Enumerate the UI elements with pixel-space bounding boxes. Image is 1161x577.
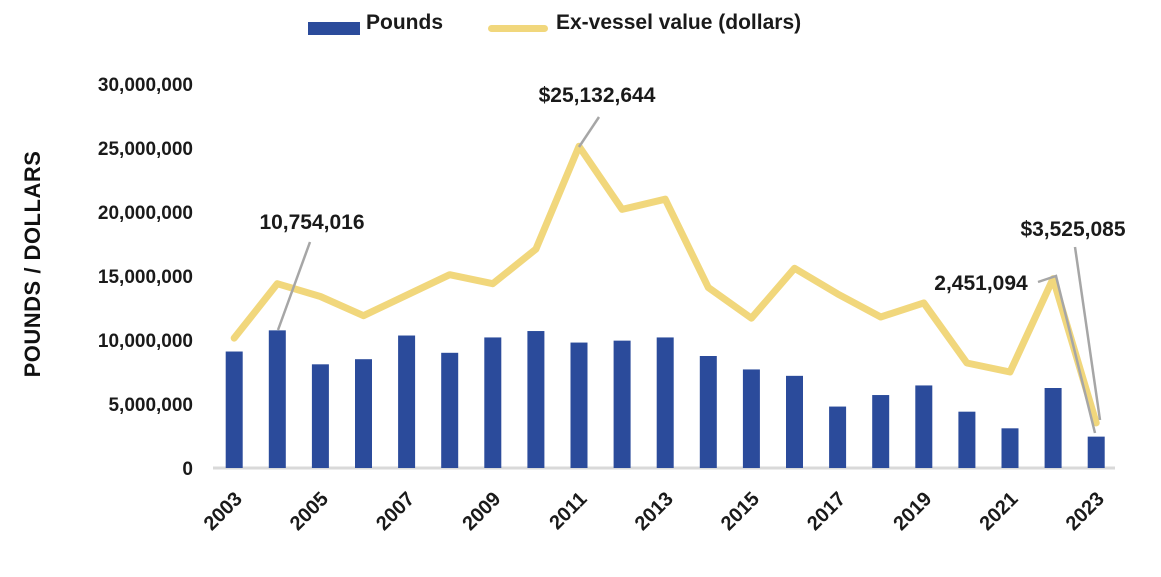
annotation-leader-line bbox=[276, 241, 312, 331]
bar-2019 bbox=[915, 385, 933, 468]
annotation-label: 10,754,016 bbox=[259, 211, 364, 234]
x-tick-label: 2003 bbox=[200, 488, 247, 535]
x-tick-label: 2021 bbox=[976, 488, 1023, 535]
x-tick-label: 2015 bbox=[717, 488, 764, 535]
bar-2008 bbox=[441, 352, 459, 468]
x-tick-label: 2005 bbox=[286, 488, 333, 535]
x-tick-label: 2013 bbox=[631, 488, 678, 535]
annotation-leader-line bbox=[1073, 246, 1102, 421]
y-tick-label: 25,000,000 bbox=[98, 139, 193, 160]
x-tick-label: 2009 bbox=[458, 488, 505, 535]
x-tick-label: 2019 bbox=[889, 488, 936, 535]
bar-2007 bbox=[398, 335, 416, 468]
bar-2022 bbox=[1044, 388, 1062, 468]
bar-2012 bbox=[613, 340, 631, 468]
bar-2023 bbox=[1087, 436, 1105, 468]
pounds-legend-label: Pounds bbox=[366, 11, 443, 34]
x-tick-label: 2007 bbox=[372, 488, 419, 535]
bar-2010 bbox=[527, 331, 545, 468]
ex-vessel-line bbox=[230, 142, 1100, 427]
bar-2003 bbox=[225, 351, 243, 468]
annotation-label: $25,132,644 bbox=[539, 84, 656, 107]
bar-2005 bbox=[311, 364, 329, 468]
ex-vessel-legend-swatch bbox=[488, 25, 548, 32]
bar-2006 bbox=[355, 359, 372, 468]
bar-2020 bbox=[958, 411, 976, 468]
annotation-leader-line bbox=[1037, 274, 1097, 434]
y-tick-label: 10,000,000 bbox=[98, 331, 193, 352]
bar-2009 bbox=[484, 337, 502, 468]
ex-vessel-legend-label: Ex-vessel value (dollars) bbox=[556, 11, 802, 34]
y-tick-label: 0 bbox=[182, 459, 193, 480]
bar-2018 bbox=[872, 395, 890, 468]
y-tick-label: 20,000,000 bbox=[98, 203, 193, 224]
y-axis-title: POUNDS / DOLLARS bbox=[20, 150, 45, 378]
bar-2016 bbox=[786, 375, 803, 468]
bar-2004 bbox=[268, 330, 286, 468]
bar-2015 bbox=[742, 369, 760, 468]
x-tick-label: 2011 bbox=[545, 488, 591, 534]
annotation-label: 2,451,094 bbox=[934, 272, 1028, 295]
x-tick-label: 2017 bbox=[803, 488, 850, 535]
annotation-label: $3,525,085 bbox=[1020, 218, 1125, 241]
bar-2021 bbox=[1001, 428, 1019, 468]
bar-2014 bbox=[699, 356, 717, 468]
annotation-leader-line bbox=[577, 116, 601, 148]
y-tick-label: 5,000,000 bbox=[108, 395, 193, 416]
pounds-legend-swatch bbox=[308, 22, 360, 35]
x-tick-label: 2023 bbox=[1062, 488, 1109, 535]
legend: Pounds Ex-vessel value (dollars) bbox=[0, 8, 1161, 48]
y-tick-label: 15,000,000 bbox=[98, 267, 193, 288]
bar-2011 bbox=[570, 342, 588, 468]
bar-2017 bbox=[829, 406, 847, 468]
y-tick-label: 30,000,000 bbox=[98, 75, 193, 96]
bar-2013 bbox=[656, 337, 674, 468]
